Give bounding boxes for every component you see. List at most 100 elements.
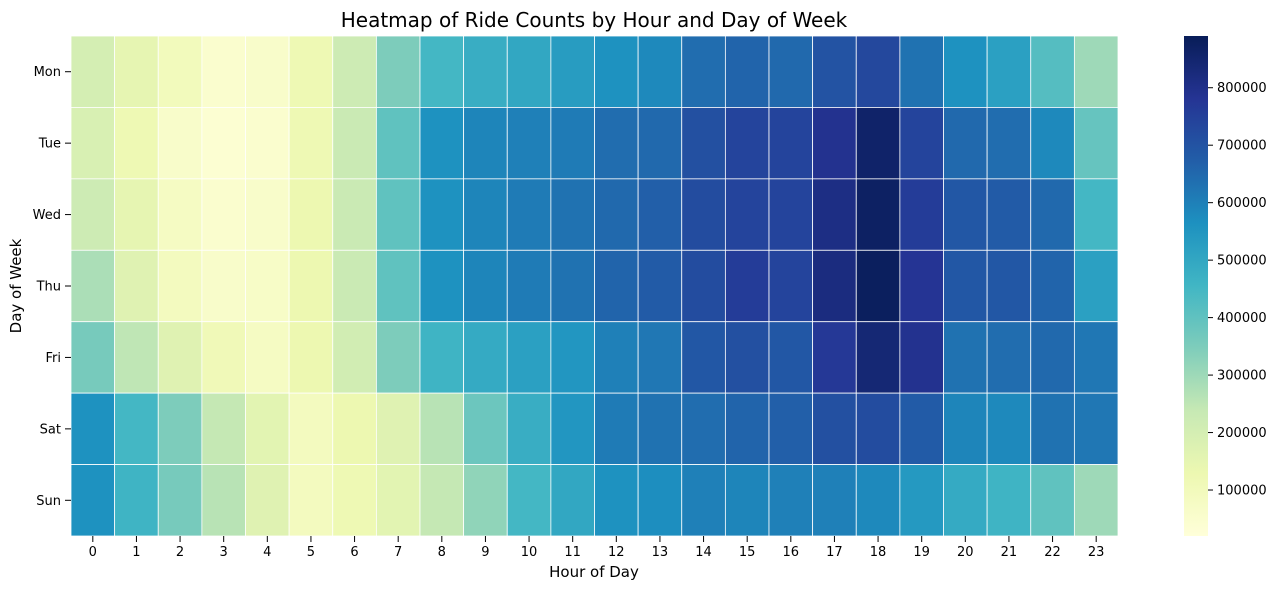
heatmap-cell	[201, 392, 246, 465]
heatmap-cell	[899, 392, 944, 465]
colorbar-ticks: 100000 200000 300000 400000 500000 600000 7000…	[1208, 81, 1267, 499]
x-axis-ticks: 0 1 2 3 4 5 6 7 8 9 10 11 12 13 14 15 16 17 18 19 20 21 22 23	[89, 536, 1104, 560]
heatmap-cell	[245, 178, 290, 251]
heatmap-cell	[899, 35, 944, 108]
y-tick-label: Wed	[33, 208, 61, 223]
heatmap-cell	[114, 392, 159, 465]
heatmap-cell	[288, 107, 334, 180]
heatmap-cell	[245, 464, 290, 537]
heatmap-cell	[637, 107, 683, 180]
heatmap-cell	[375, 178, 421, 251]
heatmap-cell	[114, 321, 159, 394]
heatmap-cell	[681, 178, 726, 251]
heatmap-cell	[812, 321, 857, 394]
heatmap-cell	[724, 35, 770, 108]
heatmap-cell	[375, 35, 421, 108]
heatmap-cell	[288, 392, 334, 465]
heatmap-cell	[812, 392, 857, 465]
heatmap-cell	[899, 249, 944, 323]
colorbar-tick-label: 700000	[1217, 139, 1267, 154]
heatmap-cell	[70, 392, 116, 465]
heatmap-cell	[332, 464, 377, 537]
heatmap-cell	[1073, 249, 1119, 323]
heatmap-cell	[157, 321, 203, 394]
heatmap-cell	[70, 464, 116, 537]
y-tick-label: Mon	[34, 65, 61, 80]
heatmap-cell	[463, 464, 508, 537]
heatmap-cell	[506, 392, 552, 465]
heatmap-cell	[594, 107, 639, 180]
heatmap-cell	[899, 107, 944, 180]
heatmap-cell	[114, 107, 159, 180]
heatmap-cell	[1073, 464, 1119, 537]
x-tick-label: 4	[263, 545, 271, 560]
y-axis-label: Day of Week	[7, 238, 25, 333]
heatmap-cell	[1030, 178, 1075, 251]
heatmap-cell	[594, 249, 639, 323]
heatmap-cell	[724, 321, 770, 394]
heatmap-cell	[724, 464, 770, 537]
heatmap-cell	[157, 35, 203, 108]
heatmap-cell	[986, 392, 1032, 465]
heatmap-cell	[157, 392, 203, 465]
heatmap-cell	[768, 249, 814, 323]
heatmap-cell	[768, 321, 814, 394]
x-tick-label: 19	[913, 545, 930, 560]
heatmap-cell	[943, 107, 988, 180]
heatmap-cell	[157, 178, 203, 251]
heatmap-cell	[986, 249, 1032, 323]
heatmap-cell	[463, 35, 508, 108]
heatmap-cell	[506, 107, 552, 180]
heatmap-cell	[899, 464, 944, 537]
heatmap-cell	[768, 107, 814, 180]
x-tick-label: 9	[481, 545, 489, 560]
heatmap-cell	[550, 392, 595, 465]
heatmap-cell	[419, 392, 465, 465]
colorbar-tick-label: 100000	[1217, 484, 1267, 499]
heatmap-cell	[245, 321, 290, 394]
heatmap-cell	[550, 249, 595, 323]
heatmap-cell	[943, 464, 988, 537]
heatmap-cell	[812, 249, 857, 323]
heatmap-cell	[375, 321, 421, 394]
heatmap-cell	[681, 464, 726, 537]
heatmap-cell	[986, 35, 1032, 108]
x-tick-label: 17	[826, 545, 843, 560]
heatmap-cell	[506, 249, 552, 323]
x-tick-label: 22	[1044, 545, 1061, 560]
heatmap-cell	[463, 178, 508, 251]
heatmap-cell	[419, 178, 465, 251]
heatmap-cell	[506, 464, 552, 537]
heatmap-cell	[1030, 464, 1075, 537]
x-tick-label: 13	[652, 545, 669, 560]
colorbar-tick-label: 500000	[1217, 254, 1267, 269]
heatmap-cell	[812, 178, 857, 251]
x-tick-label: 2	[176, 545, 184, 560]
heatmap-cell	[768, 178, 814, 251]
heatmap-cell	[375, 392, 421, 465]
heatmap-cell	[943, 35, 988, 108]
heatmap-cell	[1073, 107, 1119, 180]
heatmap-cell	[463, 321, 508, 394]
heatmap-cell	[550, 464, 595, 537]
heatmap-cell	[332, 321, 377, 394]
heatmap-cell	[594, 321, 639, 394]
heatmap-cell	[681, 249, 726, 323]
heatmap-cell	[375, 249, 421, 323]
heatmap-cell	[245, 392, 290, 465]
heatmap-cell	[855, 249, 901, 323]
heatmap-cell	[70, 249, 116, 323]
heatmap-cell	[463, 107, 508, 180]
heatmap-cell	[550, 178, 595, 251]
heatmap-cell	[1073, 321, 1119, 394]
heatmap-cell	[245, 107, 290, 180]
heatmap-cell	[855, 464, 901, 537]
chart-title: Heatmap of Ride Counts by Hour and Day o…	[341, 8, 848, 32]
x-tick-label: 18	[870, 545, 887, 560]
heatmap-cell	[724, 249, 770, 323]
heatmap-cell	[1030, 249, 1075, 323]
heatmap-cell	[681, 321, 726, 394]
heatmap-cell	[506, 321, 552, 394]
heatmap-cell	[681, 107, 726, 180]
heatmap-cell	[201, 178, 246, 251]
